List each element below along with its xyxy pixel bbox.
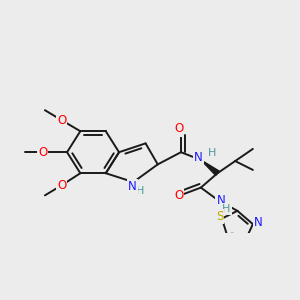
Polygon shape [201,160,219,176]
Text: S: S [216,210,224,223]
Text: N: N [194,151,203,164]
Text: O: O [57,179,66,192]
Text: O: O [174,189,183,202]
Text: O: O [38,146,47,159]
Text: N: N [128,180,137,193]
Text: H: H [208,148,216,158]
Text: N: N [216,194,225,207]
Text: O: O [174,122,183,136]
Text: H: H [222,204,230,214]
Text: N: N [254,217,263,230]
Text: O: O [57,114,66,127]
Text: H: H [136,186,144,196]
